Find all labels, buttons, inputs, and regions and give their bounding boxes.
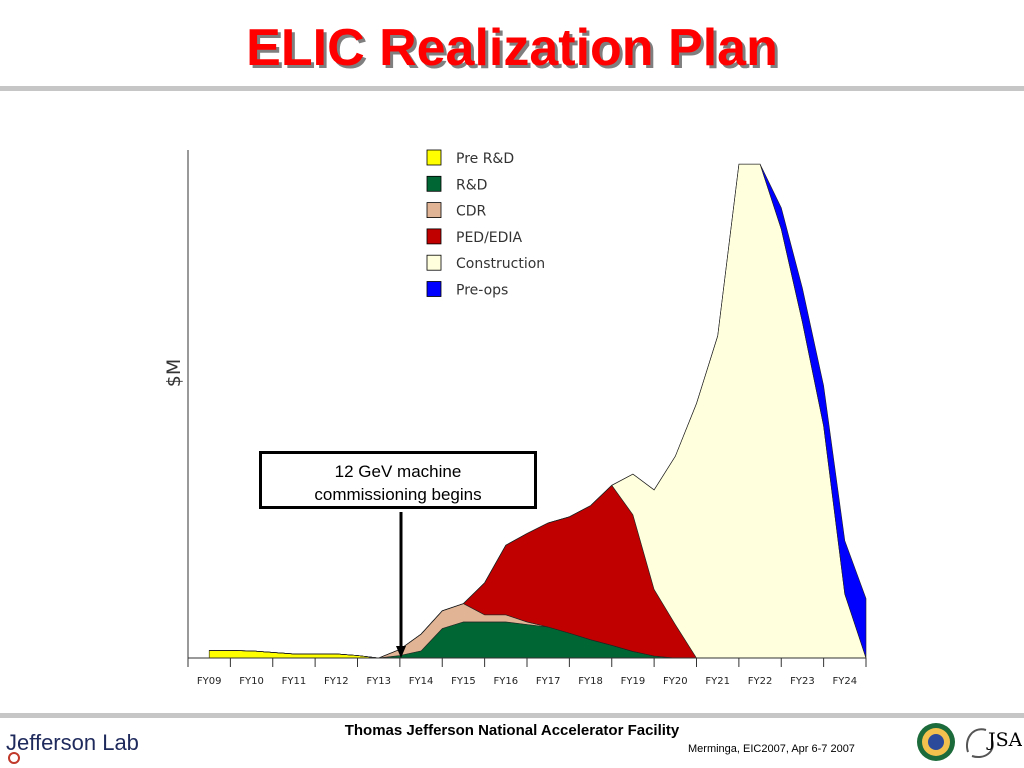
legend-label-r-d: R&D	[456, 177, 487, 193]
slide-title: ELIC Realization Plan	[246, 19, 778, 77]
footer-title: Thomas Jefferson National Accelerator Fa…	[344, 722, 680, 739]
legend-label-pre-r-d: Pre R&D	[456, 151, 514, 167]
legend-swatch-r-d	[426, 175, 442, 192]
footer-divider	[0, 713, 1024, 718]
x-tick-label-fy18: FY18	[578, 676, 603, 687]
jefferson-lab-logo: Jefferson Lab	[6, 730, 139, 755]
doe-seal-logo	[917, 723, 955, 761]
commissioning-callout: 12 GeV machine commissioning begins	[259, 451, 537, 509]
jsa-logo: JSA	[966, 728, 1022, 758]
callout-line-1: 12 GeV machine	[334, 462, 462, 481]
legend-label-ped-edia: PED/EDIA	[456, 230, 523, 246]
footer-credit: Merminga, EIC2007, Apr 6-7 2007	[688, 743, 855, 755]
legend-label-construction: Construction	[456, 256, 545, 272]
x-tick-label-fy22: FY22	[748, 676, 773, 687]
x-tick-marks	[187, 658, 867, 667]
chart-legend: Pre R&D R&D CDR PED/EDIA Construction Pre-ops	[426, 149, 545, 299]
x-tick-label-fy24: FY24	[833, 676, 858, 687]
x-tick-label-fy16: FY16	[494, 676, 519, 687]
title-divider	[0, 86, 1024, 91]
funding-profile-chart: FY09 FY10 FY11 FY12 FY13 FY14 FY15 FY16 FY17 FY18…	[163, 149, 867, 687]
x-tick-label-fy13: FY13	[366, 676, 391, 687]
y-axis-label: $M	[163, 359, 185, 387]
x-tick-label-fy09: FY09	[197, 676, 222, 687]
jefferson-lab-logo-mark	[8, 752, 20, 764]
x-tick-label-fy15: FY15	[451, 676, 476, 687]
callout-arrowhead	[396, 646, 406, 658]
callout-line-2: commissioning begins	[314, 485, 482, 504]
legend-swatch-pre-r-d	[426, 149, 442, 166]
legend-swatch-construction	[426, 254, 442, 271]
area-pre-ops	[209, 163, 867, 659]
x-tick-label-fy10: FY10	[239, 676, 264, 687]
chart-areas	[208, 163, 867, 659]
x-tick-label-fy21: FY21	[705, 676, 730, 687]
x-tick-label-fy20: FY20	[663, 676, 688, 687]
legend-swatch-cdr	[426, 202, 442, 219]
x-tick-label-fy17: FY17	[536, 676, 561, 687]
x-tick-label-fy23: FY23	[790, 676, 815, 687]
legend-swatch-pre-ops	[426, 281, 442, 297]
x-tick-label-fy11: FY11	[282, 676, 307, 687]
x-tick-label-fy14: FY14	[409, 676, 434, 687]
jsa-logo-text: JSA	[986, 729, 1022, 751]
legend-swatch-ped-edia	[426, 228, 442, 245]
legend-label-cdr: CDR	[456, 204, 487, 220]
legend-label-pre-ops: Pre-ops	[456, 283, 508, 299]
x-tick-labels: FY09 FY10 FY11 FY12 FY13 FY14 FY15 FY16 FY17 FY18…	[197, 676, 857, 687]
x-tick-label-fy12: FY12	[324, 676, 349, 687]
x-tick-label-fy19: FY19	[621, 676, 646, 687]
